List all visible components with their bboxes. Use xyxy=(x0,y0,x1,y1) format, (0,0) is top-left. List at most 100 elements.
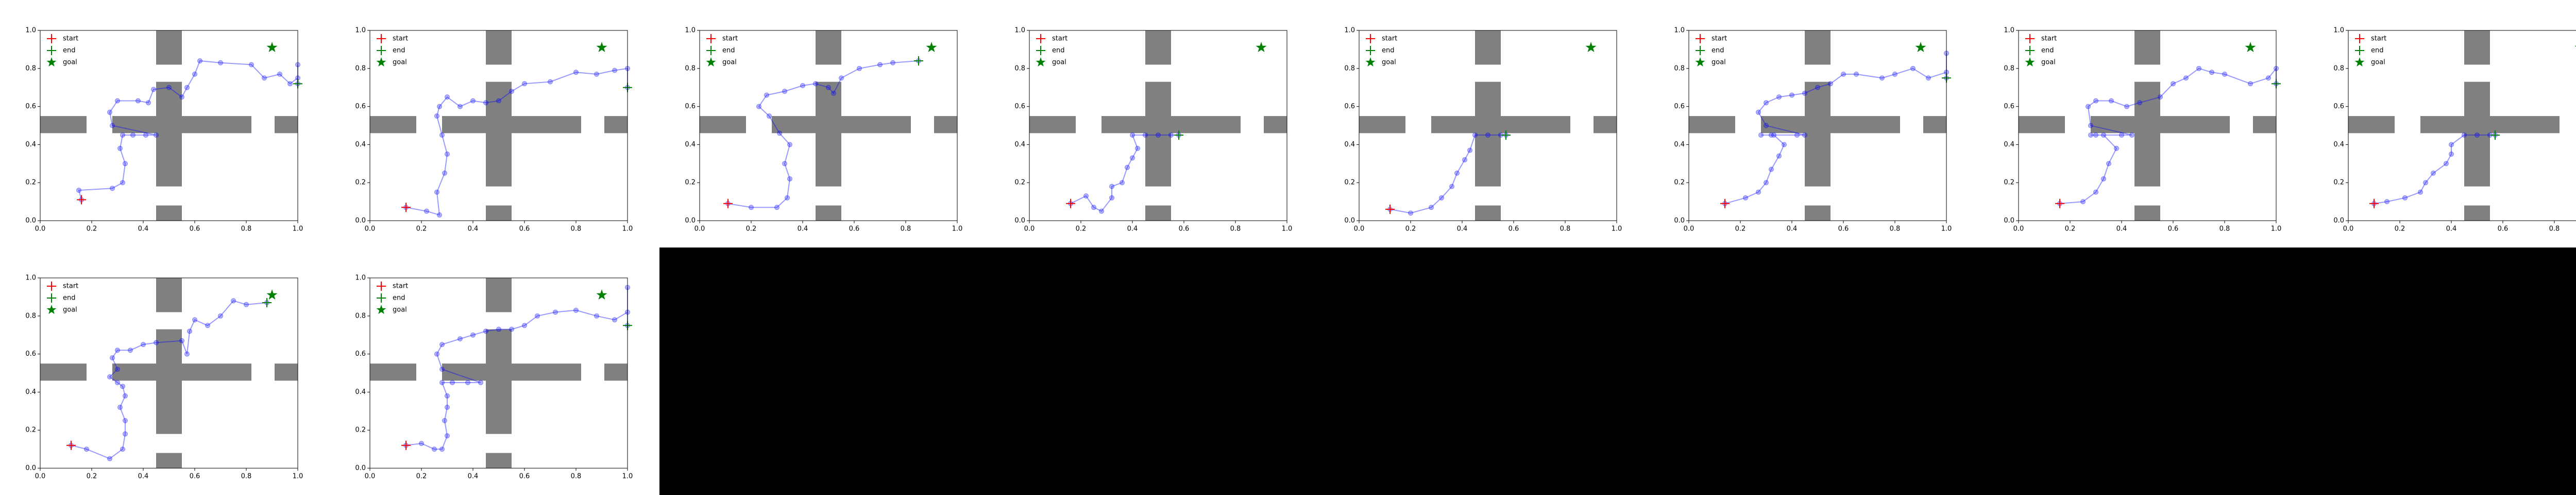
y-tick-label: 1.0 xyxy=(355,274,366,282)
trajectory-point xyxy=(1854,71,1859,77)
trajectory-point xyxy=(141,342,146,348)
trajectory-point xyxy=(205,323,210,328)
y-tick-label: 0.4 xyxy=(685,141,696,148)
axes-frame xyxy=(1029,30,1287,221)
trajectory-point xyxy=(2101,176,2106,182)
trajectory-point xyxy=(1120,180,1125,186)
trajectory-point xyxy=(244,302,249,307)
trajectory-point xyxy=(110,186,115,191)
y-tick-label: 0.4 xyxy=(1674,141,1685,148)
x-tick-label: 0.4 xyxy=(1127,225,1138,233)
trajectory-point xyxy=(166,85,172,90)
trajectory-point xyxy=(192,317,197,323)
x-tick-label: 0.2 xyxy=(1735,225,1746,233)
trajectory-point xyxy=(442,418,447,423)
obstacle xyxy=(2134,81,2160,187)
trajectory-point xyxy=(218,60,223,65)
trajectory-point xyxy=(1841,71,1846,77)
legend-marker xyxy=(2354,57,2365,67)
trajectory-point xyxy=(1083,193,1089,199)
trajectory-point xyxy=(184,85,190,90)
axes-frame xyxy=(1359,30,1617,221)
legend-marker xyxy=(377,46,386,55)
obstacle xyxy=(816,205,841,221)
legend-label: start xyxy=(63,283,78,290)
legend-label: start xyxy=(722,35,738,43)
x-tick-label: 0.2 xyxy=(87,225,97,233)
trajectory-point xyxy=(439,447,445,452)
x-tick-label: 0.6 xyxy=(519,473,530,481)
x-tick-label: 0.6 xyxy=(1179,225,1190,233)
start-marker xyxy=(1066,199,1075,208)
x-tick-label: 0.8 xyxy=(241,473,252,481)
goal-marker xyxy=(596,42,607,53)
subplot: 0.00.20.40.60.81.00.00.20.40.60.81.0star… xyxy=(2333,27,2576,233)
y-tick-label: 0.8 xyxy=(1344,64,1355,72)
trajectory-point xyxy=(434,113,439,119)
x-tick-label: 0.8 xyxy=(241,225,252,233)
trajectory-point xyxy=(84,447,89,452)
x-tick-label: 0.4 xyxy=(1457,225,1468,233)
trajectory-point xyxy=(782,161,787,167)
x-tick-label: 0.8 xyxy=(571,473,582,481)
trajectory-point xyxy=(120,132,125,138)
end-marker xyxy=(2490,130,2500,140)
y-tick-label: 0.0 xyxy=(2004,217,2014,225)
trajectory-point xyxy=(179,338,184,343)
trajectory-point xyxy=(442,170,447,176)
legend-label: goal xyxy=(393,59,407,67)
obstacle xyxy=(156,453,182,468)
trajectory-point xyxy=(749,205,754,210)
trajectory-point xyxy=(478,380,483,385)
goal-marker xyxy=(926,42,937,53)
legend-marker xyxy=(2355,46,2364,55)
trajectory-point xyxy=(2209,70,2214,75)
trajectory-point xyxy=(130,132,135,138)
legend-marker xyxy=(1036,57,1046,67)
trajectory-point xyxy=(287,81,293,87)
trajectory-point xyxy=(2101,132,2106,138)
trajectory-point xyxy=(432,447,437,452)
y-tick-label: 1.0 xyxy=(2333,27,2344,35)
y-tick-label: 1.0 xyxy=(25,274,36,282)
y-tick-label: 0.2 xyxy=(2004,179,2014,187)
obstacle xyxy=(1475,81,1501,187)
y-tick-label: 0.4 xyxy=(2004,141,2014,148)
obstacle xyxy=(816,30,841,65)
start-marker xyxy=(723,199,733,208)
legend-label: end xyxy=(63,294,76,302)
y-tick-label: 0.2 xyxy=(25,426,36,434)
trajectory-point xyxy=(107,456,112,461)
y-tick-label: 0.2 xyxy=(355,426,366,434)
legend-marker xyxy=(1366,34,1375,43)
trajectory-point xyxy=(123,393,128,399)
x-tick-label: 0.4 xyxy=(138,225,149,233)
trajectory-point xyxy=(1467,147,1472,153)
axes-frame xyxy=(40,277,298,469)
trajectory-point xyxy=(877,62,883,68)
legend-marker xyxy=(1036,46,1045,55)
trajectory-point xyxy=(457,336,463,342)
x-tick-label: 0.2 xyxy=(1405,225,1416,233)
trajectory-point xyxy=(2088,132,2093,138)
trajectory-point xyxy=(470,332,476,338)
x-tick-label: 0.6 xyxy=(190,225,200,233)
y-tick-label: 0.6 xyxy=(2333,103,2344,110)
axes-frame xyxy=(2018,30,2277,221)
trajectory-point xyxy=(143,132,148,138)
legend-label: goal xyxy=(63,59,77,67)
trajectory-point xyxy=(115,98,120,104)
obstacle xyxy=(1594,116,1617,134)
trajectory-point xyxy=(2183,75,2189,81)
obstacle xyxy=(700,116,746,134)
trajectory-point xyxy=(434,351,439,357)
trajectory-point xyxy=(439,132,445,138)
trajectory-point xyxy=(1802,132,1807,138)
trajectory-point xyxy=(445,393,450,399)
trajectory-point xyxy=(2093,98,2098,104)
obstacle xyxy=(1475,30,1501,65)
legend-label: start xyxy=(393,283,408,290)
trajectory-point xyxy=(2171,81,2176,87)
